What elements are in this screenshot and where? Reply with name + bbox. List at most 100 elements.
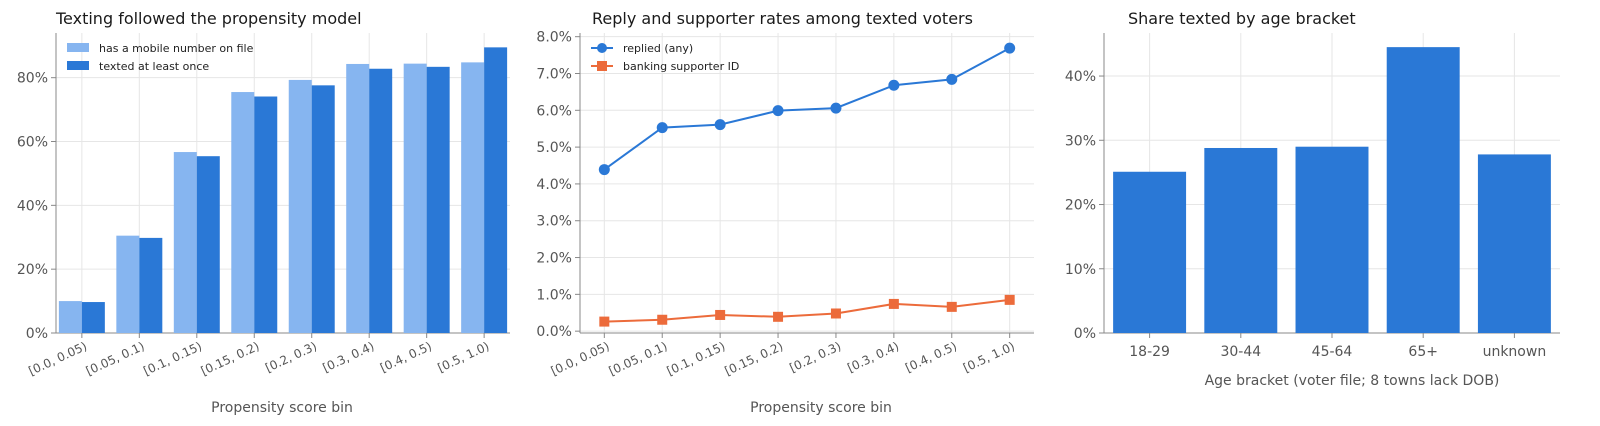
y-tick-label: 30% [1065,133,1096,149]
bar-mobile-on-file [403,63,427,333]
y-tick-label: 0% [26,326,48,342]
legend-label: replied (any) [623,42,693,55]
point-replied [888,79,900,91]
chart-1-title: Texting followed the propensity model [55,9,362,28]
y-tick-label: 4.0% [536,177,572,193]
x-tick-label: [0.2, 0.3) [263,339,319,375]
point-supporter-id [1004,294,1015,305]
legend-marker [597,43,607,53]
bar-mobile-on-file [346,63,370,333]
chart-marks-layer: 0%20%40%60%80%[0.0, 0.05)[0.05, 0.1)[0.1… [17,30,1560,378]
x-tick-label: [0.05, 0.1) [607,339,670,378]
bar-texted-once [196,156,220,333]
y-tick-label: 0.0% [536,324,572,340]
x-tick-label: [0.2, 0.3) [787,339,843,375]
y-tick-label: 1.0% [536,287,572,303]
bar-texted-once [311,85,335,333]
point-supporter-id [773,311,784,322]
x-tick-label: [0.05, 0.1) [84,339,147,378]
point-replied [656,122,668,134]
chart-1-bars [58,47,508,334]
point-supporter-id [946,301,957,312]
point-supporter-id [888,298,899,309]
x-tick-label: [0.3, 0.4) [321,339,377,375]
series-line-supporter-id [604,298,1010,323]
point-replied [830,102,842,114]
legend-swatch [67,43,89,52]
x-tick-label: [0.15, 0.2) [199,339,262,378]
bar-texted-once [426,66,450,334]
point-replied [772,105,784,117]
x-tick-label: [0.5, 1.0) [961,339,1017,375]
legend-label: banking supporter ID [623,60,739,73]
x-tick-label: [0.0, 0.05) [26,339,89,378]
point-replied [598,164,610,176]
bar-texted-once [139,237,163,333]
point-supporter-id [657,314,668,325]
x-tick-label: [0.4, 0.5) [903,339,959,375]
point-replied [714,119,726,131]
bar-mobile-on-file [173,152,197,333]
chart-2-title: Reply and supporter rates among texted v… [592,9,973,28]
point-replied [1004,42,1016,54]
x-tick-label: 18-29 [1129,344,1170,360]
series-line-replied [603,47,1011,171]
bar-mobile-on-file [461,62,485,334]
x-tick-label: [0.1, 0.15) [665,339,728,378]
legend-label: has a mobile number on file [99,42,254,55]
bar-mobile-on-file [58,301,82,333]
y-tick-label: 20% [17,262,48,278]
y-tick-label: 40% [17,198,48,214]
legend-swatch [67,61,89,70]
bar-mobile-on-file [116,235,140,333]
x-tick-label: 30-44 [1220,344,1261,360]
y-tick-label: 40% [1065,69,1096,85]
bar-age-bracket [1477,154,1551,333]
bar-age-bracket [1204,147,1278,333]
legend-label: texted at least once [99,60,209,73]
y-tick-label: 10% [1065,262,1096,278]
y-tick-label: 5.0% [536,140,572,156]
bar-mobile-on-file [288,79,312,334]
chart-2-legend: replied (any) banking supporter ID [591,42,739,73]
x-tick-label: [0.5, 1.0) [435,339,491,375]
chart-2-axes: 0.0% 1.0% 2.0% 3.0% 4.0% 5.0% 6.0% 7.0% 8.0% [0.0… [536,30,1034,378]
chart-2-lines [598,42,1016,327]
x-tick-label: [0.3, 0.4) [845,339,901,375]
chart-1-legend: has a mobile number on file texted at lea… [67,42,254,73]
y-tick-label: 0% [1074,326,1096,342]
bar-age-bracket [1386,47,1460,334]
bar-texted-once [484,47,508,334]
legend-marker [597,61,607,71]
y-tick-label: 60% [17,135,48,151]
x-tick-label: 65+ [1408,344,1438,360]
point-supporter-id [599,316,610,327]
x-tick-label: [0.4, 0.5) [378,339,434,375]
point-supporter-id [830,308,841,319]
bar-texted-once [254,96,278,333]
y-tick-label: 2.0% [536,251,572,267]
y-tick-label: 20% [1065,198,1096,214]
chart-2-x-axis-label: Propensity score bin [750,400,892,416]
bar-texted-once [369,68,393,333]
bar-mobile-on-file [231,92,255,333]
y-tick-label: 80% [17,71,48,87]
y-tick-label: 3.0% [536,214,572,230]
y-tick-label: 8.0% [536,30,572,46]
x-tick-label: [0.15, 0.2) [722,339,785,378]
x-tick-label: [0.1, 0.15) [141,339,204,378]
x-tick-label: 45-64 [1312,344,1353,360]
y-tick-label: 6.0% [536,103,572,119]
bar-age-bracket [1113,171,1187,333]
chart-1-x-axis-label: Propensity score bin [211,400,353,416]
bar-texted-once [81,302,105,333]
y-tick-label: 7.0% [536,66,572,82]
bar-age-bracket [1295,146,1369,333]
x-tick-label: unknown [1483,344,1547,360]
chart-3-bars [1113,47,1551,334]
point-replied [946,73,958,85]
x-tick-label: [0.0, 0.05) [549,339,612,378]
point-supporter-id [715,309,726,320]
